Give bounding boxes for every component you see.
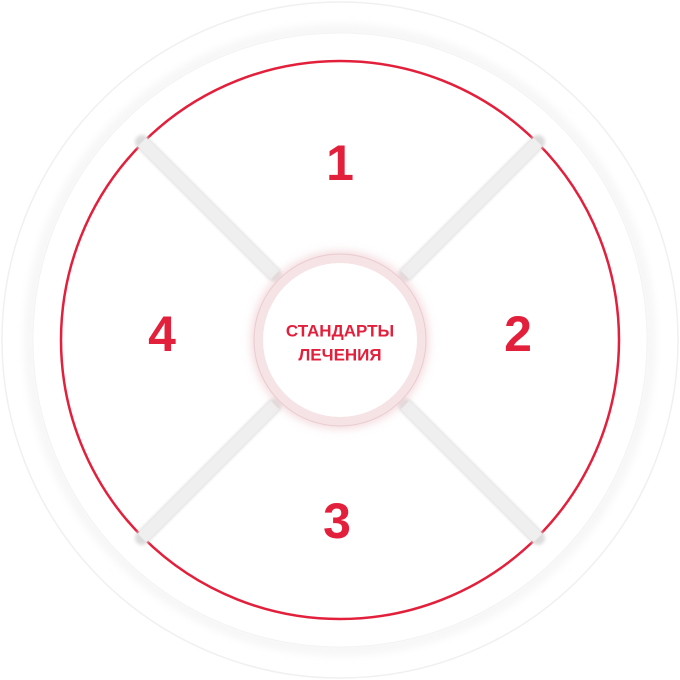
center-label-line2: ЛЕЧЕНИЯ (298, 346, 381, 365)
segment-number-1: 1 (326, 135, 354, 191)
segment-number-3: 3 (323, 493, 351, 549)
outer-ring-shadow (27, 27, 653, 653)
divider-bottom-left (137, 400, 280, 543)
segment-dividers (135, 135, 545, 545)
divider-bottom-right (400, 400, 543, 543)
segment-number-4: 4 (148, 306, 176, 362)
center-label-line1: СТАНДАРТЫ (286, 322, 394, 341)
divider-top-right (400, 137, 543, 280)
center-hub (263, 263, 417, 417)
divider-top-left (137, 137, 280, 280)
segment-number-2: 2 (504, 306, 532, 362)
